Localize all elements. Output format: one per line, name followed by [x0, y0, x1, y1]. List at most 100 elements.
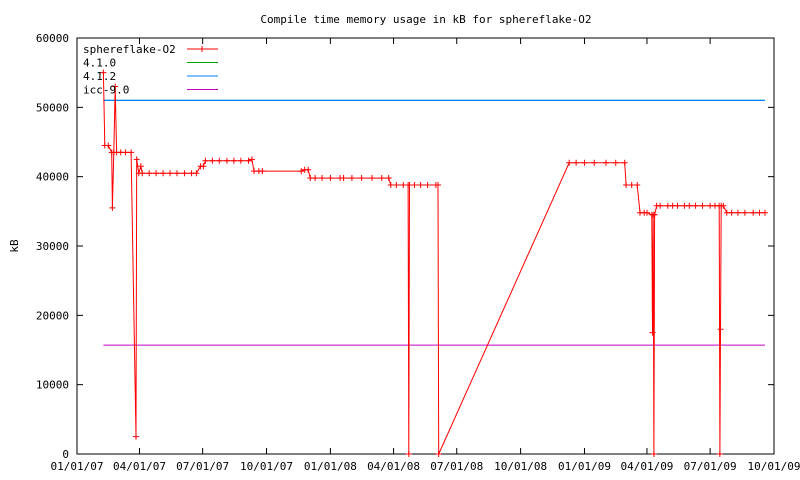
data-point-marker: [699, 202, 706, 209]
data-point-marker: [756, 209, 763, 216]
data-point-marker: [581, 159, 588, 166]
data-point-marker: [122, 149, 129, 156]
data-point-marker: [312, 175, 319, 182]
data-point-marker: [621, 159, 628, 166]
data-point-marker: [602, 159, 609, 166]
data-point-marker: [720, 202, 727, 209]
y-tick-label: 30000: [36, 240, 69, 253]
data-point-marker: [173, 170, 180, 177]
data-point-marker: [327, 175, 334, 182]
data-point-marker: [128, 149, 135, 156]
y-tick-label: 50000: [36, 101, 69, 114]
series-layer: [100, 69, 768, 457]
data-point-marker: [424, 181, 431, 188]
x-axis-ticks: 01/01/07 04/01/07 07/01/07 10/01/07 01/01/08…: [51, 38, 800, 473]
data-point-marker: [657, 202, 664, 209]
data-point-marker: [378, 175, 385, 182]
data-point-marker: [181, 170, 188, 177]
data-point-marker: [216, 157, 223, 164]
data-point-marker: [674, 202, 681, 209]
data-point-marker: [434, 181, 441, 188]
data-point-marker: [393, 181, 400, 188]
legend-label-sphereflake-o2: sphereflake-O2: [83, 43, 176, 56]
data-point-marker: [750, 209, 757, 216]
x-tick-label: 10/01/08: [494, 460, 547, 473]
x-tick-label: 07/01/08: [430, 460, 483, 473]
y-tick-label: 20000: [36, 309, 69, 322]
data-point-marker: [650, 451, 657, 457]
data-point-marker: [716, 451, 723, 457]
x-tick-label: 04/01/09: [620, 460, 673, 473]
legend-label-icc-9-0: icc-9.0: [83, 84, 129, 97]
data-point-marker: [105, 142, 112, 149]
x-tick-label: 01/01/09: [558, 460, 611, 473]
y-tick-label: 0: [62, 448, 69, 461]
data-point-marker: [193, 170, 200, 177]
data-point-marker: [387, 181, 394, 188]
data-point-marker: [591, 159, 598, 166]
data-point-marker: [417, 181, 424, 188]
legend-marker: [199, 46, 205, 52]
data-point-marker: [133, 156, 140, 163]
data-point-marker: [686, 202, 693, 209]
x-tick-label: 01/01/08: [304, 460, 357, 473]
data-point-marker: [248, 156, 255, 163]
data-point-marker: [623, 181, 630, 188]
chart-title: Compile time memory usage in kB for sphe…: [260, 13, 591, 26]
data-point-marker: [728, 209, 735, 216]
data-point-marker: [369, 175, 376, 182]
y-axis-ticks: 0 10000 20000 30000 40000 50000 60000: [36, 32, 774, 461]
data-point-marker: [112, 83, 119, 90]
x-tick-label: 10/01/07: [240, 460, 293, 473]
data-point-marker: [305, 166, 312, 173]
data-point-marker: [385, 175, 392, 182]
data-point-marker: [340, 175, 347, 182]
data-point-marker: [734, 209, 741, 216]
data-point-marker: [358, 175, 365, 182]
data-point-marker: [573, 159, 580, 166]
data-point-marker: [209, 157, 216, 164]
data-point-marker: [139, 170, 146, 177]
data-point-marker: [643, 209, 650, 216]
x-tick-label: 01/01/07: [51, 460, 104, 473]
y-tick-label: 10000: [36, 379, 69, 392]
data-point-marker: [651, 211, 658, 218]
data-point-marker: [612, 159, 619, 166]
data-point-marker: [566, 159, 573, 166]
data-point-marker: [348, 175, 355, 182]
data-point-marker: [153, 170, 160, 177]
data-point-marker: [298, 168, 305, 175]
data-point-marker: [761, 209, 768, 216]
data-point-marker: [146, 170, 153, 177]
data-point-marker: [109, 204, 116, 211]
data-point-marker: [628, 181, 635, 188]
data-point-marker: [245, 157, 252, 164]
y-tick-label: 60000: [36, 32, 69, 45]
data-point-marker: [717, 326, 724, 333]
data-point-marker: [259, 168, 266, 175]
data-point-marker: [319, 175, 326, 182]
data-point-marker: [160, 170, 167, 177]
x-tick-label: 07/01/09: [684, 460, 737, 473]
data-point-marker: [741, 209, 748, 216]
legend-label-4-1-0: 4.1.0: [83, 57, 116, 70]
data-point-marker: [200, 163, 207, 170]
data-point-marker: [405, 451, 412, 457]
data-point-marker: [649, 329, 656, 336]
legend-label-4-1-2: 4.1.2: [83, 70, 116, 83]
data-point-marker: [237, 157, 244, 164]
data-point-marker: [167, 170, 174, 177]
x-tick-label: 07/01/07: [176, 460, 229, 473]
x-tick-label: 10/01/09: [748, 460, 800, 473]
data-point-marker: [411, 181, 418, 188]
data-point-marker: [100, 69, 107, 76]
x-tick-label: 04/01/08: [367, 460, 420, 473]
y-tick-label: 40000: [36, 171, 69, 184]
data-point-marker: [230, 157, 237, 164]
data-point-marker: [223, 157, 230, 164]
y-axis-label: kB: [8, 239, 21, 253]
data-point-marker: [202, 157, 209, 164]
data-point-marker: [435, 451, 442, 457]
